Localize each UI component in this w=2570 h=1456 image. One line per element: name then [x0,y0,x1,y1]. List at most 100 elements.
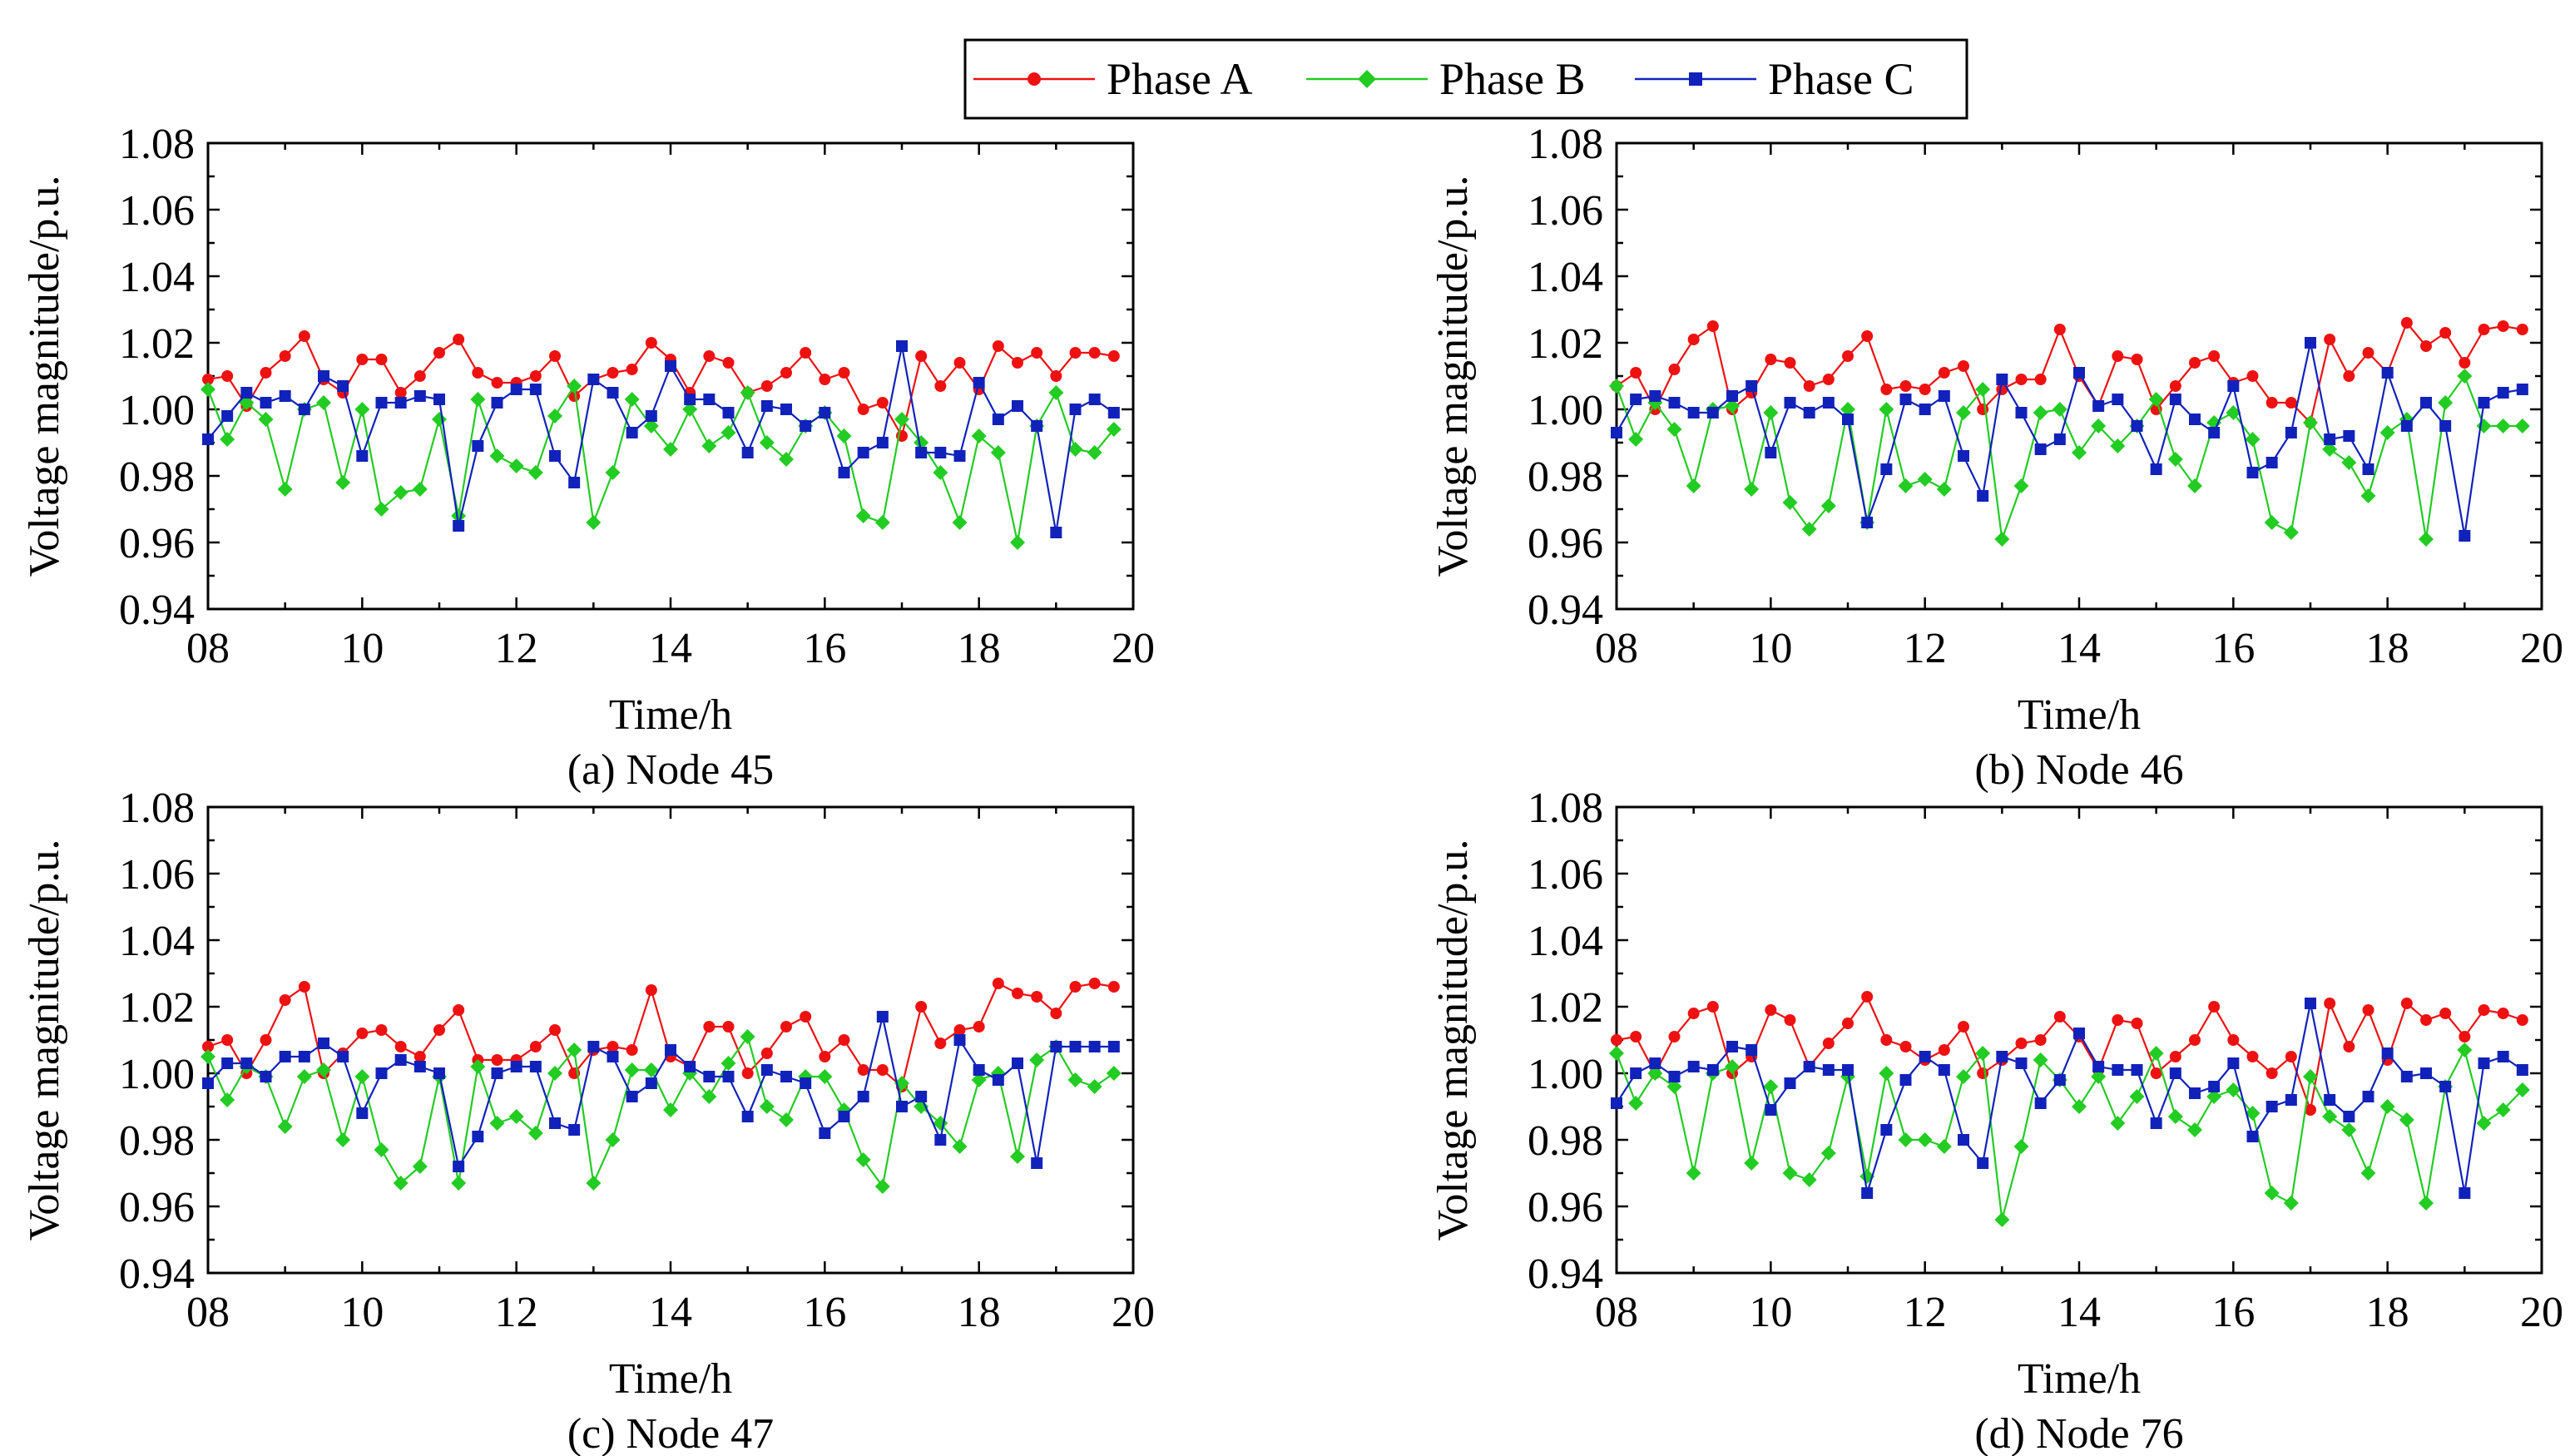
data-point-phase-b [720,425,736,440]
data-point-phase-c [2478,1057,2490,1069]
data-point-phase-a [915,1001,928,1013]
data-point-phase-c [1784,1077,1796,1089]
data-point-phase-c [915,1091,928,1102]
data-point-phase-c [1050,527,1062,538]
y-tick-label: 1.06 [1528,851,1603,899]
x-tick-label: 20 [2520,1289,2563,1336]
data-point-phase-c [2150,463,2162,475]
data-point-phase-a [2400,998,2413,1009]
data-point-phase-b [1956,405,1971,420]
data-point-phase-a [375,1024,388,1036]
data-point-phase-c [2459,1187,2471,1199]
data-point-phase-b [1067,442,1083,457]
data-point-phase-b [374,1142,389,1157]
data-point-phase-b [1628,432,1644,447]
data-point-phase-b [2091,418,2107,433]
data-point-phase-b [354,1069,370,1084]
y-tick-label: 1.04 [119,254,195,301]
data-point-phase-b [412,1159,428,1174]
data-point-phase-a [2362,1004,2374,1016]
data-point-phase-b [2013,1139,2029,1154]
data-point-phase-c [1611,427,1622,438]
data-point-phase-b [740,385,755,400]
data-point-phase-b [2187,478,2202,493]
data-point-phase-a [1765,1004,1777,1016]
chart-panel-4: 0.94 0.96 0.98 1.00 1.02 1.04 1.06 1.08 08 10 12 14… [1429,785,2563,1456]
data-point-phase-a [2324,334,2336,345]
data-point-phase-c [1977,1157,1989,1169]
y-tick-label: 0.96 [1528,520,1603,567]
x-axis-label: Time/h [609,1355,732,1403]
data-point-phase-c [665,360,676,372]
data-point-phase-a [2112,1014,2124,1026]
data-point-phase-b [663,442,678,457]
data-point-phase-b [605,465,621,480]
data-point-phase-b [220,432,235,447]
data-point-phase-c [1050,1041,1062,1052]
data-point-phase-c [2053,1074,2066,1086]
data-point-phase-b [1010,535,1025,550]
y-tick-label: 1.04 [1528,254,1603,301]
data-point-phase-b [2264,1186,2280,1201]
series-line-phase-c [1616,1003,2523,1194]
data-point-phase-b [2303,1069,2318,1084]
data-point-phase-a [2053,1011,2066,1023]
data-point-phase-c [510,1061,522,1072]
data-point-phase-b [663,1102,678,1117]
data-point-phase-c [2189,1087,2201,1099]
data-point-phase-c [2092,400,2105,412]
data-point-phase-c [607,1051,619,1062]
data-point-phase-b [393,485,409,500]
data-point-phase-b [643,418,659,433]
data-point-phase-c [298,1051,310,1062]
data-point-phase-b [1820,1146,1836,1161]
data-point-phase-a [2246,370,2259,382]
x-tick-label: 10 [1749,625,1792,672]
data-point-phase-c [1861,517,1874,528]
data-point-phase-b [1010,1149,1025,1164]
data-point-phase-c [1861,1187,1874,1199]
data-point-phase-b [1975,382,1991,397]
data-point-phase-c [1919,1051,1931,1062]
data-point-phase-b [605,1132,621,1147]
data-point-phase-a [394,1041,407,1052]
data-point-phase-c [413,390,426,402]
data-point-phase-a [1687,334,1700,345]
data-point-phase-c [2478,397,2490,409]
data-point-phase-c [780,404,792,415]
data-point-phase-c [2381,367,2394,379]
x-tick-label: 10 [340,625,384,672]
data-point-phase-a [260,367,272,379]
data-point-phase-b [701,438,717,453]
data-point-phase-b [2514,418,2530,433]
x-tick-label: 10 [1749,1289,1792,1336]
y-tick-label: 1.02 [119,984,195,1032]
data-point-phase-b [1936,1139,1952,1154]
data-point-phase-b [779,452,794,467]
data-point-phase-c [1687,1061,1700,1072]
x-axis-label: Time/h [2018,691,2141,739]
x-tick-label: 18 [958,625,1001,672]
data-point-phase-c [1765,1104,1777,1116]
data-point-phase-a [2343,370,2355,382]
y-tick-label: 0.98 [119,1117,195,1165]
data-point-phase-c [2439,1081,2452,1092]
y-tick-label: 1.00 [119,387,195,434]
y-tick-label: 1.04 [1528,918,1603,965]
y-tick-label: 0.94 [119,587,195,634]
y-tick-label: 0.98 [119,453,195,501]
series-phase-c [1611,998,2528,1199]
data-point-phase-c [202,1077,214,1089]
data-point-phase-c [2053,433,2066,445]
data-point-phase-c [1784,397,1796,409]
data-point-phase-b [335,475,351,490]
chart-caption: (a) Node 45 [567,746,774,794]
data-point-phase-b [2419,1196,2434,1211]
data-point-phase-a [1822,374,1835,385]
data-point-phase-a [2112,350,2124,362]
data-point-phase-c [318,1038,329,1049]
data-point-phase-a [915,350,928,362]
data-point-phase-c [684,1061,696,1072]
data-point-phase-a [1088,347,1101,359]
